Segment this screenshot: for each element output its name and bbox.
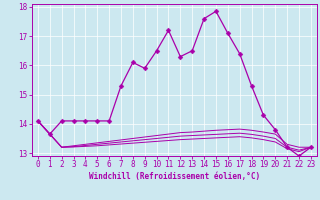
X-axis label: Windchill (Refroidissement éolien,°C): Windchill (Refroidissement éolien,°C) [89, 172, 260, 181]
